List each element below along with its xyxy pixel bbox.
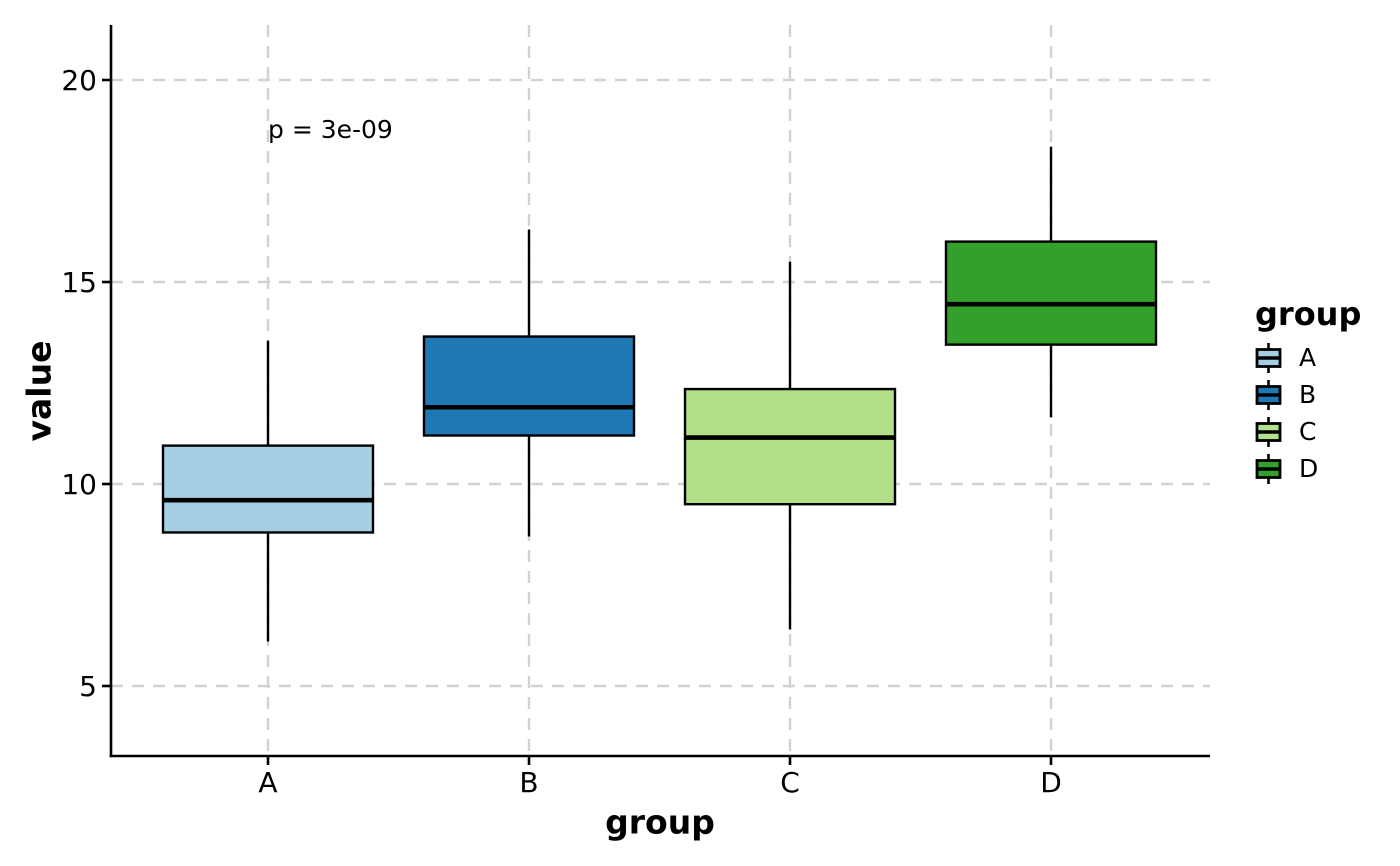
box-A <box>161 444 375 534</box>
legend-title: group <box>1255 295 1362 333</box>
y-axis-title: value <box>19 340 59 442</box>
legend-label: D <box>1299 454 1319 483</box>
y-tick-label: 20 <box>61 64 97 97</box>
legend-key-boxplot-icon <box>1255 416 1282 447</box>
legend-label: A <box>1299 343 1317 372</box>
legend-label: B <box>1299 380 1317 409</box>
x-axis-title: group <box>605 802 715 842</box>
y-tick-label: 15 <box>61 266 97 299</box>
box-D <box>944 240 1158 346</box>
x-tick-label: B <box>519 766 538 799</box>
legend-label: C <box>1299 417 1317 446</box>
x-tick-label: A <box>258 766 277 799</box>
legend-entry-B: B <box>1255 376 1361 413</box>
box-B <box>422 335 636 437</box>
legend-key-boxplot-icon <box>1255 453 1282 484</box>
box-C <box>683 387 897 506</box>
legend-key-boxplot-icon <box>1255 379 1282 410</box>
p-value-annotation: p = 3e-09 <box>268 115 393 144</box>
x-tick-label: D <box>1040 766 1062 799</box>
legend-entry-D: D <box>1255 450 1361 487</box>
y-tick-label: 10 <box>61 468 97 501</box>
y-tick-label: 5 <box>79 670 97 703</box>
legend-entry-A: A <box>1255 339 1361 376</box>
x-tick-label: C <box>780 766 800 799</box>
legend-key-boxplot-icon <box>1255 342 1282 373</box>
legend-entry-C: C <box>1255 413 1361 450</box>
